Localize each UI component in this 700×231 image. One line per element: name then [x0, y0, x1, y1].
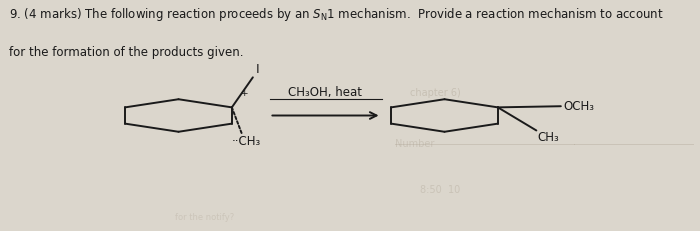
Text: chapter 6): chapter 6): [410, 88, 461, 98]
Text: 8:50  10: 8:50 10: [420, 185, 461, 195]
Text: I: I: [256, 63, 259, 76]
Text: for the notify?: for the notify?: [175, 213, 234, 222]
Text: Number: Number: [395, 139, 435, 149]
Text: CH₃: CH₃: [538, 131, 559, 144]
Text: OCH₃: OCH₃: [563, 100, 594, 113]
Text: ··CH₃: ··CH₃: [232, 135, 261, 148]
Text: +: +: [240, 89, 248, 98]
Text: 9. (4 marks) The following reaction proceeds by an $S_{\rm N}1$ mechanism.  Prov: 9. (4 marks) The following reaction proc…: [9, 6, 664, 23]
Text: for the formation of the products given.: for the formation of the products given.: [9, 46, 244, 59]
Text: CH₃OH, heat: CH₃OH, heat: [288, 86, 363, 99]
